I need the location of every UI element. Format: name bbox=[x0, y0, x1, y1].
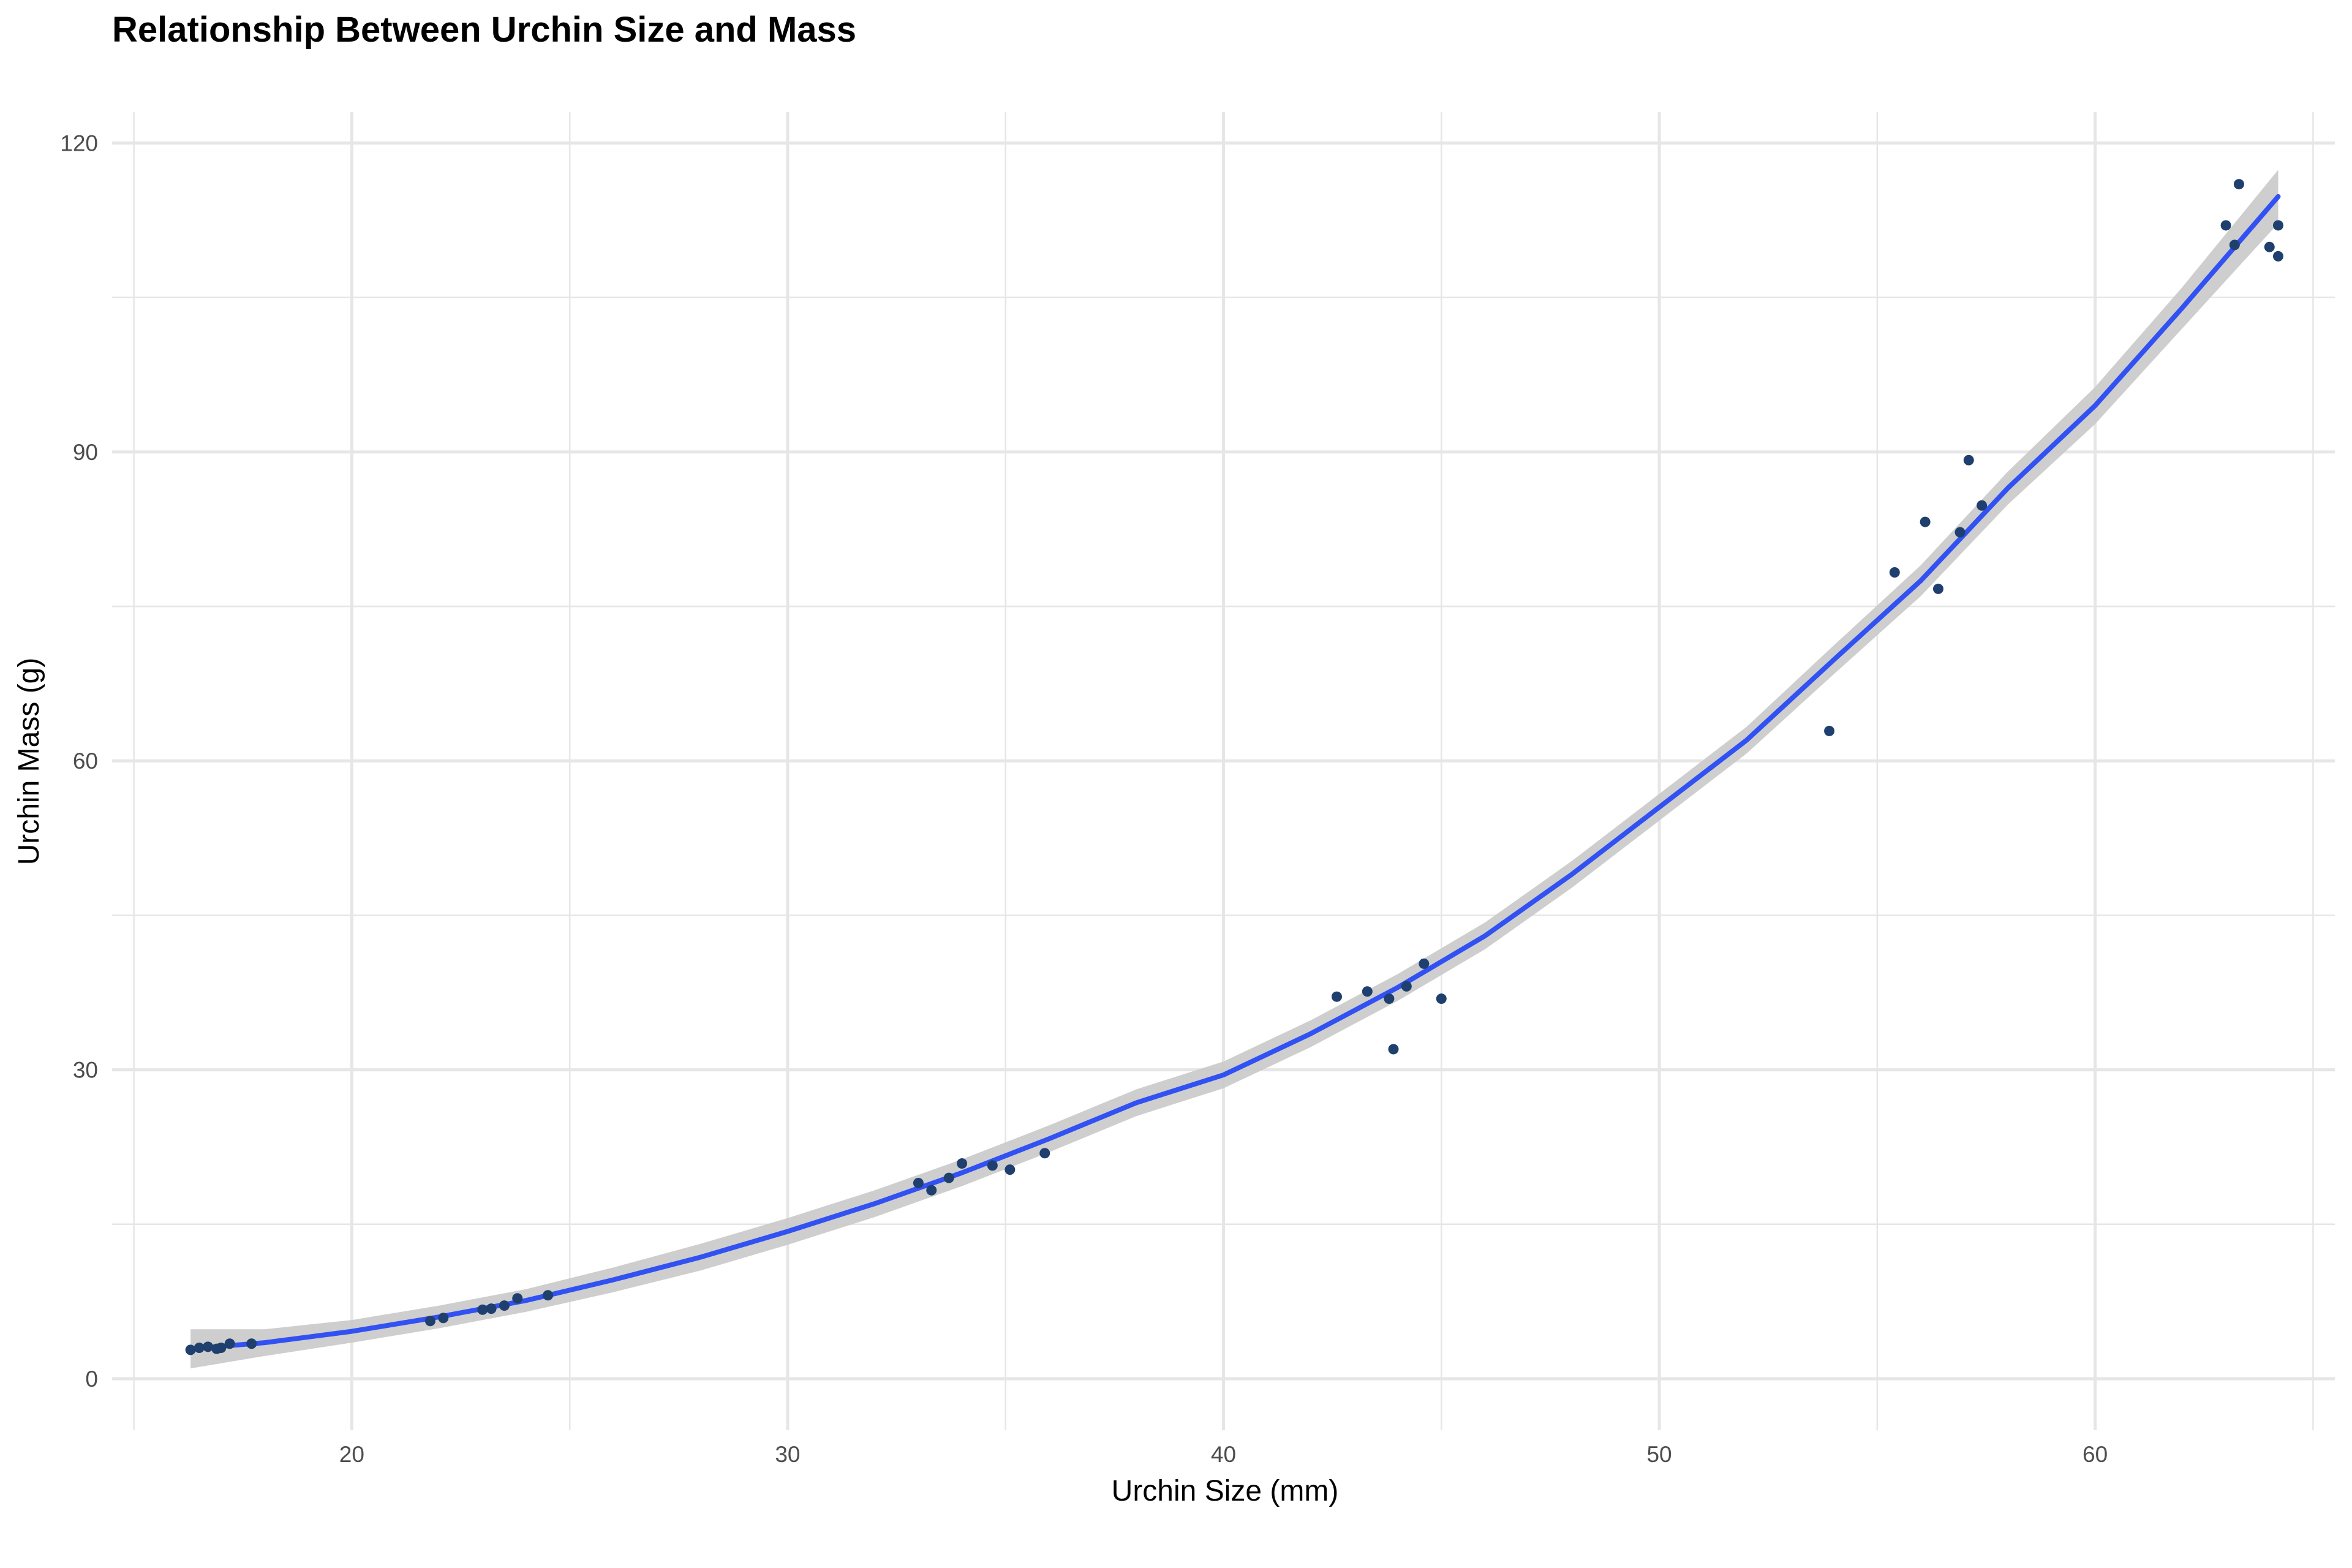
data-point bbox=[216, 1343, 227, 1353]
data-point bbox=[438, 1313, 449, 1324]
data-point bbox=[1920, 516, 1931, 527]
data-point bbox=[943, 1172, 954, 1183]
data-point bbox=[957, 1158, 968, 1169]
data-point bbox=[194, 1343, 205, 1353]
data-point bbox=[1954, 527, 1966, 538]
data-point bbox=[203, 1341, 214, 1352]
y-tick-label: 30 bbox=[73, 1058, 98, 1083]
chart-title: Relationship Between Urchin Size and Mas… bbox=[112, 10, 857, 50]
data-point bbox=[185, 1344, 196, 1355]
data-point bbox=[477, 1304, 488, 1315]
data-point bbox=[2229, 239, 2240, 251]
data-point bbox=[224, 1338, 235, 1349]
data-point bbox=[2220, 220, 2231, 231]
data-point bbox=[1419, 958, 1430, 969]
data-point bbox=[1963, 454, 1974, 466]
data-point bbox=[499, 1300, 510, 1311]
data-point bbox=[1039, 1148, 1050, 1159]
x-tick-label: 50 bbox=[1646, 1442, 1672, 1467]
data-point bbox=[1436, 993, 1447, 1005]
data-point bbox=[1388, 1044, 1399, 1055]
data-point bbox=[2272, 251, 2283, 262]
data-point bbox=[246, 1338, 257, 1349]
data-point bbox=[1401, 981, 1412, 992]
y-axis-tick-labels: 0 30 60 90 120 bbox=[60, 130, 98, 1392]
y-tick-label: 90 bbox=[73, 440, 98, 465]
data-point bbox=[512, 1293, 523, 1304]
grid-lines bbox=[112, 112, 2335, 1430]
data-point bbox=[1362, 986, 1373, 997]
x-tick-label: 20 bbox=[339, 1442, 364, 1467]
data-point bbox=[2233, 179, 2244, 190]
y-tick-label: 120 bbox=[60, 130, 98, 156]
data-point bbox=[1005, 1164, 1016, 1175]
data-point bbox=[1824, 725, 1835, 736]
fit-line bbox=[188, 194, 2281, 1352]
data-point bbox=[1977, 500, 1988, 511]
y-axis-title: Urchin Mass (g) bbox=[13, 658, 45, 865]
y-tick-label: 0 bbox=[85, 1366, 98, 1392]
x-tick-label: 30 bbox=[775, 1442, 800, 1467]
data-point bbox=[1384, 993, 1395, 1005]
x-axis-title: Urchin Size (mm) bbox=[1112, 1475, 1339, 1507]
data-point bbox=[1889, 567, 1900, 578]
data-point bbox=[424, 1316, 435, 1327]
x-axis-tick-labels: 20 30 40 50 60 bbox=[339, 1442, 2108, 1467]
data-points bbox=[185, 179, 2283, 1355]
data-point bbox=[2272, 220, 2283, 231]
data-point bbox=[987, 1160, 998, 1171]
data-point bbox=[543, 1290, 554, 1301]
confidence-ribbon-layer bbox=[190, 170, 2278, 1369]
data-point bbox=[1932, 583, 1943, 594]
y-tick-label: 60 bbox=[73, 748, 98, 774]
data-point bbox=[913, 1178, 924, 1188]
fit-line-layer bbox=[188, 194, 2281, 1352]
x-tick-label: 40 bbox=[1211, 1442, 1236, 1467]
data-point bbox=[486, 1303, 497, 1314]
confidence-ribbon bbox=[190, 170, 2278, 1369]
data-point bbox=[2264, 241, 2275, 252]
data-point bbox=[1332, 991, 1343, 1002]
x-tick-label: 60 bbox=[2082, 1442, 2108, 1467]
data-point bbox=[926, 1185, 937, 1196]
